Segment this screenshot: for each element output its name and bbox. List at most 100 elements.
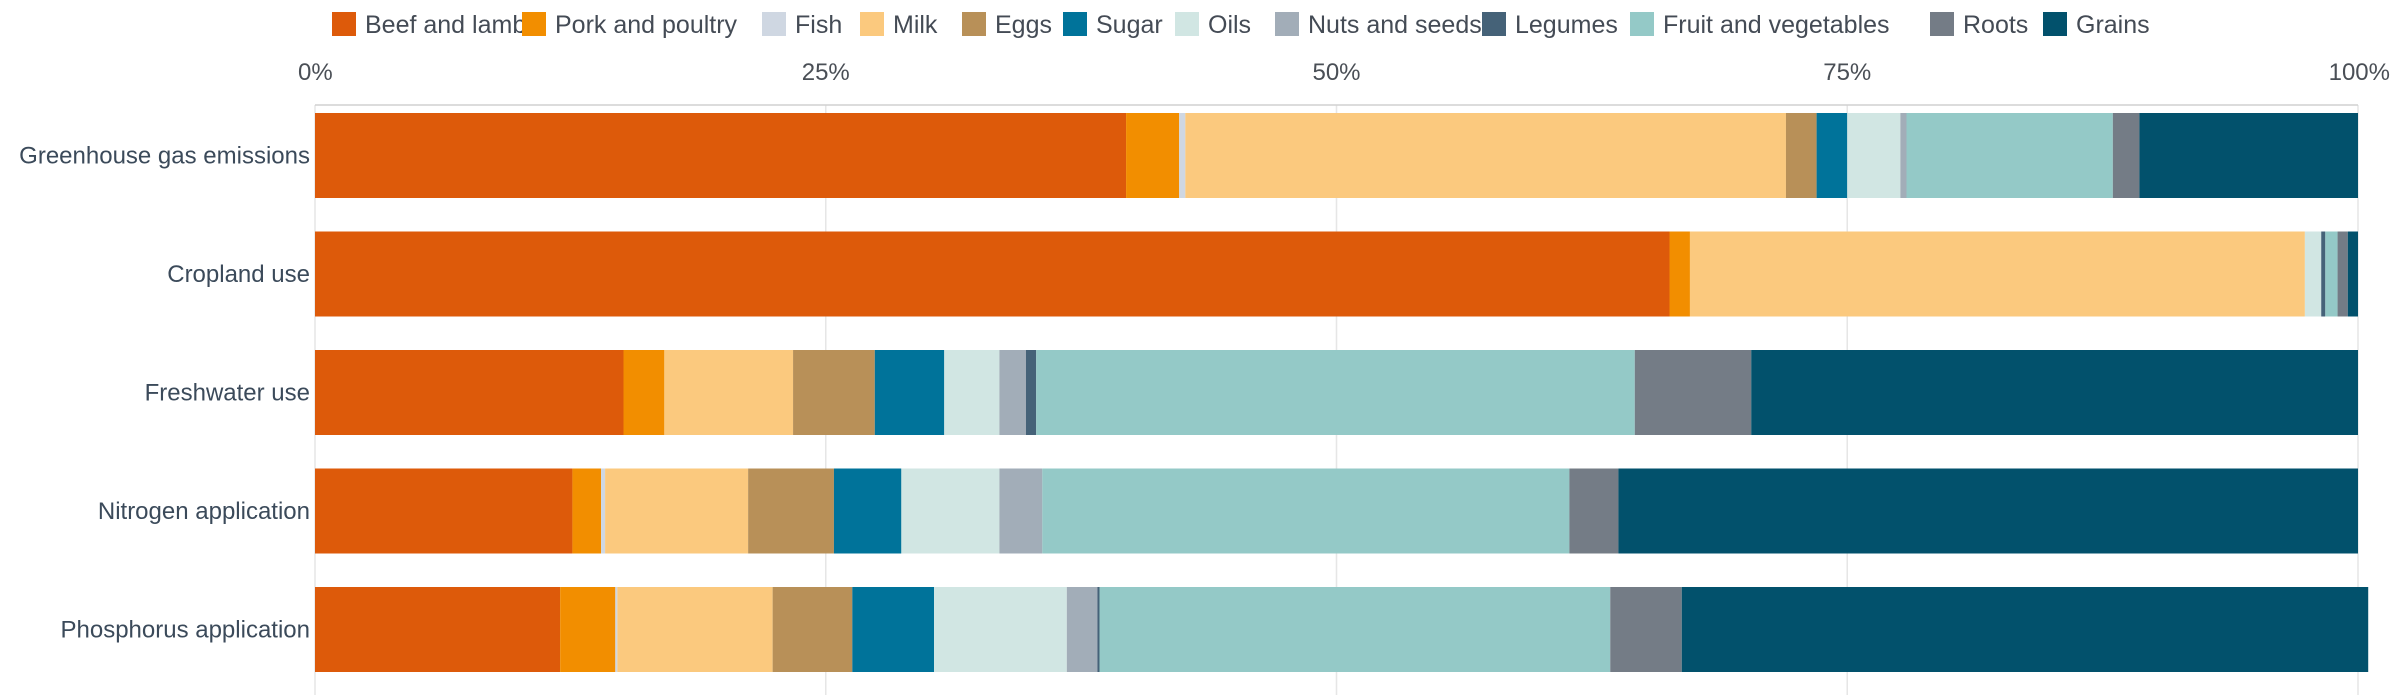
- legend-label: Milk: [893, 11, 938, 39]
- bar-segment-grains[interactable]: [1681, 587, 2369, 672]
- bar-segment-beef-and-lamb[interactable]: [315, 113, 1127, 198]
- bar-segment-grains[interactable]: [2347, 231, 2358, 317]
- legend-swatch: [1063, 12, 1087, 36]
- legend-item-fruit-and-vegetables[interactable]: Fruit and vegetables: [1630, 11, 1890, 39]
- bar-segment-roots[interactable]: [1610, 587, 1682, 672]
- bar-segment-fish[interactable]: [601, 468, 606, 554]
- legend-label: Beef and lamb: [365, 11, 526, 39]
- bar-segment-beef-and-lamb[interactable]: [315, 587, 561, 672]
- bar-segment-oils[interactable]: [944, 350, 1000, 435]
- bar-segment-grains[interactable]: [2139, 113, 2358, 198]
- bar-segment-sugar[interactable]: [874, 350, 945, 435]
- legend-item-roots[interactable]: Roots: [1930, 11, 2028, 39]
- legend-item-pork-and-poultry[interactable]: Pork and poultry: [522, 11, 738, 39]
- bar-row-nitrogen-application: [315, 468, 2358, 554]
- legend-swatch: [1482, 12, 1506, 36]
- bar-segment-fish[interactable]: [1179, 113, 1186, 198]
- legend-item-eggs[interactable]: Eggs: [962, 11, 1052, 39]
- y-category-label: Greenhouse gas emissions: [19, 143, 310, 170]
- bar-segment-roots[interactable]: [1634, 350, 1752, 435]
- y-axis-categories: Greenhouse gas emissions Cropland use Fres…: [19, 143, 310, 644]
- bar-segment-oils[interactable]: [901, 468, 1000, 554]
- bars: [315, 113, 2369, 672]
- bar-segment-eggs[interactable]: [793, 350, 875, 435]
- bar-segment-fruit-and-vegetables[interactable]: [2325, 231, 2338, 317]
- bar-segment-milk[interactable]: [664, 350, 794, 435]
- x-tick-label: 100%: [2329, 59, 2390, 86]
- bar-segment-grains[interactable]: [1751, 350, 2358, 435]
- bar-segment-sugar[interactable]: [852, 587, 935, 672]
- bar-segment-pork-and-poultry[interactable]: [572, 468, 602, 554]
- legend-label: Roots: [1963, 11, 2028, 39]
- legend-swatch: [332, 12, 356, 36]
- bar-row-greenhouse-gas-emissions: [315, 113, 2358, 198]
- bar-segment-eggs[interactable]: [748, 468, 834, 554]
- x-tick-label: 75%: [1823, 59, 1871, 86]
- bar-segment-fruit-and-vegetables[interactable]: [1042, 468, 1570, 554]
- bar-row-cropland-use: [315, 231, 2358, 317]
- bar-segment-fruit-and-vegetables[interactable]: [1906, 113, 2113, 198]
- bar-segment-oils[interactable]: [2304, 231, 2322, 317]
- x-tick-label: 50%: [1312, 59, 1360, 86]
- legend-swatch: [860, 12, 884, 36]
- legend-swatch: [1630, 12, 1654, 36]
- bar-segment-beef-and-lamb[interactable]: [315, 468, 573, 554]
- bar-segment-legumes[interactable]: [2321, 231, 2326, 317]
- bar-row-phosphorus-application: [315, 587, 2369, 672]
- bar-segment-fruit-and-vegetables[interactable]: [1099, 587, 1611, 672]
- bar-segment-milk[interactable]: [1689, 231, 2305, 317]
- bar-segment-fish[interactable]: [615, 587, 618, 672]
- bar-segment-milk[interactable]: [605, 468, 749, 554]
- bar-segment-nuts-and-seeds[interactable]: [1066, 587, 1098, 672]
- x-tick-label: 0%: [298, 59, 333, 86]
- y-category-label: Nitrogen application: [98, 498, 310, 525]
- legend-swatch: [1275, 12, 1299, 36]
- bar-segment-pork-and-poultry[interactable]: [623, 350, 665, 435]
- legend-swatch: [962, 12, 986, 36]
- bar-segment-eggs[interactable]: [1785, 113, 1817, 198]
- legend-item-nuts-and-seeds[interactable]: Nuts and seeds: [1275, 11, 1482, 39]
- legend-item-beef-and-lamb[interactable]: Beef and lamb: [332, 11, 526, 39]
- bar-segment-pork-and-poultry[interactable]: [1126, 113, 1180, 198]
- legend-item-fish[interactable]: Fish: [762, 11, 842, 39]
- legend-label: Fruit and vegetables: [1663, 11, 1890, 39]
- bar-segment-grains[interactable]: [1618, 468, 2358, 554]
- bar-segment-roots[interactable]: [1569, 468, 1619, 554]
- legend: Beef and lamb Pork and poultry Fish Milk Egg…: [332, 11, 2150, 39]
- bar-segment-eggs[interactable]: [772, 587, 853, 672]
- bar-segment-pork-and-poultry[interactable]: [560, 587, 616, 672]
- legend-label: Oils: [1208, 11, 1251, 39]
- bar-segment-legumes[interactable]: [1097, 587, 1100, 672]
- bar-segment-nuts-and-seeds[interactable]: [999, 468, 1043, 554]
- legend-item-grains[interactable]: Grains: [2043, 11, 2150, 39]
- bar-segment-nuts-and-seeds[interactable]: [999, 350, 1026, 435]
- bar-segment-roots[interactable]: [2112, 113, 2140, 198]
- bar-segment-pork-and-poultry[interactable]: [1669, 231, 1690, 317]
- legend-label: Fish: [795, 11, 842, 39]
- legend-item-sugar[interactable]: Sugar: [1063, 11, 1163, 39]
- legend-swatch: [1930, 12, 1954, 36]
- x-axis-ticks: 0% 25% 50% 75% 100%: [298, 59, 2390, 86]
- bar-segment-milk[interactable]: [1185, 113, 1786, 198]
- legend-label: Eggs: [995, 11, 1052, 39]
- legend-item-legumes[interactable]: Legumes: [1482, 11, 1618, 39]
- bar-segment-legumes[interactable]: [1025, 350, 1037, 435]
- bar-segment-roots[interactable]: [2337, 231, 2348, 317]
- bar-segment-sugar[interactable]: [833, 468, 902, 554]
- bar-segment-milk[interactable]: [617, 587, 773, 672]
- legend-label: Legumes: [1515, 11, 1618, 39]
- y-category-label: Cropland use: [167, 261, 310, 288]
- bar-segment-beef-and-lamb[interactable]: [315, 231, 1670, 317]
- bar-segment-sugar[interactable]: [1816, 113, 1848, 198]
- legend-item-milk[interactable]: Milk: [860, 11, 938, 39]
- legend-swatch: [762, 12, 786, 36]
- legend-label: Pork and poultry: [555, 11, 738, 39]
- bar-segment-nuts-and-seeds[interactable]: [1900, 113, 1907, 198]
- bar-segment-beef-and-lamb[interactable]: [315, 350, 624, 435]
- bar-segment-oils[interactable]: [1847, 113, 1901, 198]
- bar-segment-fruit-and-vegetables[interactable]: [1036, 350, 1635, 435]
- legend-swatch: [2043, 12, 2067, 36]
- legend-item-oils[interactable]: Oils: [1175, 11, 1251, 39]
- bar-segment-oils[interactable]: [934, 587, 1067, 672]
